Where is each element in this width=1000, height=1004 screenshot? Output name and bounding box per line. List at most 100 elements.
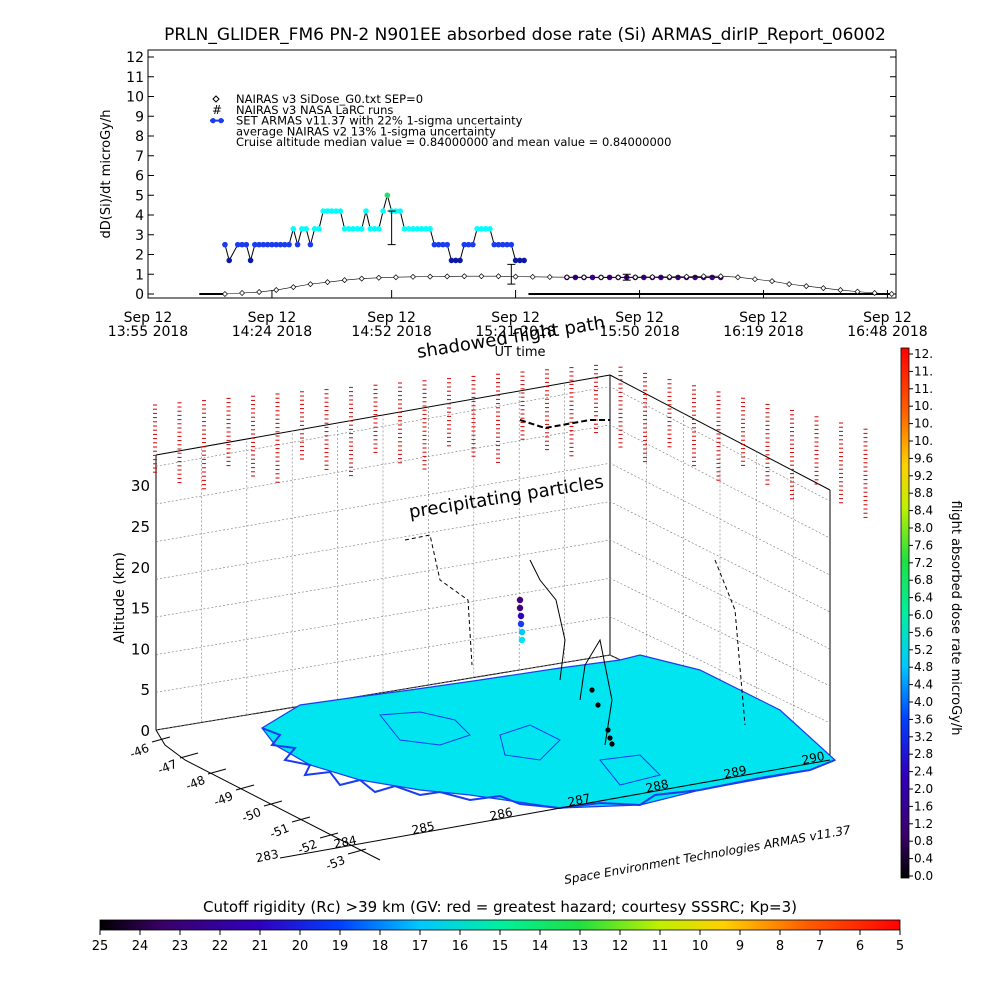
series-point	[341, 226, 348, 232]
bottom-tick-label: 17	[412, 939, 429, 954]
model-point	[871, 290, 878, 297]
model-point	[888, 291, 895, 297]
series-point	[380, 208, 386, 214]
y-tick-label: 7	[135, 149, 144, 165]
y-tick-label: 3	[135, 228, 144, 244]
series-point	[521, 257, 527, 264]
bottom-tick-label: 10	[692, 939, 709, 954]
model-point	[410, 273, 417, 280]
right-tick-label: 1.2	[914, 817, 933, 831]
right-tick-label: 10.	[914, 399, 933, 413]
bottom-tick-label: 19	[332, 939, 349, 954]
map-coastline	[261, 727, 836, 810]
series-point	[452, 257, 459, 264]
right-tick-label: 12.	[914, 347, 933, 361]
model-point	[307, 281, 314, 288]
series-point	[337, 208, 344, 214]
right-tick-label: 4.4	[914, 678, 933, 692]
series-point	[397, 208, 403, 214]
right-tick-label: 8.0	[914, 521, 933, 535]
model-point	[461, 273, 468, 280]
model-point	[444, 273, 451, 280]
model-point	[649, 274, 656, 281]
legend-dot	[210, 118, 216, 124]
legend-hash: #	[212, 103, 222, 117]
bottom-tick-label: 21	[252, 939, 269, 954]
model-point	[580, 274, 587, 281]
right-tick-label: 2.0	[914, 782, 933, 796]
lon-tick-label: 287	[567, 791, 592, 809]
right-tick-label: 0.4	[914, 852, 933, 866]
right-tick-label: 10.	[914, 434, 933, 448]
series-point	[431, 241, 438, 248]
flight-track-3d	[404, 419, 746, 747]
series-point	[363, 208, 369, 214]
shadow-track	[714, 559, 746, 726]
bottom-colorbar-label: Cutoff rigidity (Rc) >39 km (GV: red = g…	[203, 898, 797, 916]
x-tick-label-time: 16:19 2018	[723, 324, 803, 340]
x-tick-label-date: Sep 12	[863, 310, 912, 326]
model-point	[769, 278, 776, 285]
bottom-colorbar-gradient	[99, 919, 901, 931]
x-tick-label-date: Sep 12	[248, 310, 297, 326]
shadow-track	[404, 534, 473, 666]
series-point	[401, 226, 408, 232]
right-tick-label: 6.4	[914, 591, 933, 605]
y-tick-label: 11	[126, 70, 144, 86]
z-tick-label: 0	[140, 722, 150, 740]
right-tick-label: 3.2	[914, 730, 933, 744]
model-point	[803, 283, 810, 290]
lat-tick-label: -48	[184, 773, 207, 793]
y-tick-label: 9	[135, 109, 144, 125]
legend-dot	[218, 118, 224, 124]
model-point	[324, 279, 331, 286]
flight-dose-point	[518, 628, 526, 636]
model-point	[854, 288, 861, 295]
series-point	[487, 226, 493, 232]
right-tick-label: 9.6	[914, 451, 933, 465]
top-legend: NAIRAS v3 SiDose_G0.txt SEP=0 # NAIRAS v3 …	[210, 92, 671, 149]
model-point	[341, 277, 348, 284]
bottom-tick-label: 18	[372, 939, 389, 954]
z-tick-label: 30	[131, 477, 150, 495]
bottom-tick-label: 9	[736, 939, 744, 954]
series-point	[222, 241, 228, 248]
right-tick-label: 4.8	[914, 660, 933, 674]
series-point	[234, 241, 241, 248]
model-point	[700, 273, 707, 280]
series-point	[252, 241, 258, 248]
series-point	[243, 241, 250, 248]
x-tick-label-time: 14:24 2018	[232, 324, 312, 340]
lat-tick-label: -47	[156, 757, 179, 777]
right-tick-label: 0.8	[914, 834, 933, 848]
flight-surface-point	[589, 687, 595, 693]
series-point	[303, 226, 309, 232]
x-tick-label-date: Sep 12	[367, 310, 416, 326]
lat-tick-label: -51	[268, 821, 291, 841]
map-inland-water	[379, 711, 661, 786]
altitude-gridline	[155, 462, 831, 576]
series-point	[269, 241, 275, 248]
right-tick-label: 0.0	[914, 869, 933, 883]
series-point	[354, 226, 361, 232]
series-point	[405, 226, 412, 232]
lon-tick-label: 285	[411, 819, 436, 837]
y-tick-label: 10	[126, 90, 144, 106]
legend-diamond	[212, 95, 220, 103]
right-tick-label: 1.6	[914, 799, 933, 813]
x-tick-label-time: 13:55 2018	[108, 324, 188, 340]
top-plot-ylabel: dD(Si)/dt microGy/h	[99, 110, 114, 239]
bottom-tick-label: 20	[292, 939, 309, 954]
bottom-tick-label: 14	[532, 939, 549, 954]
series-point	[410, 226, 416, 232]
right-tick-label: 4.0	[914, 695, 933, 709]
series-point	[512, 257, 519, 264]
series-point	[448, 257, 455, 264]
series-point	[328, 208, 335, 214]
model-point	[837, 287, 844, 294]
series-point	[294, 241, 301, 248]
series-point	[491, 241, 498, 248]
lat-tick-label: -46	[128, 741, 151, 761]
right-tick-label: 5.2	[914, 643, 933, 657]
